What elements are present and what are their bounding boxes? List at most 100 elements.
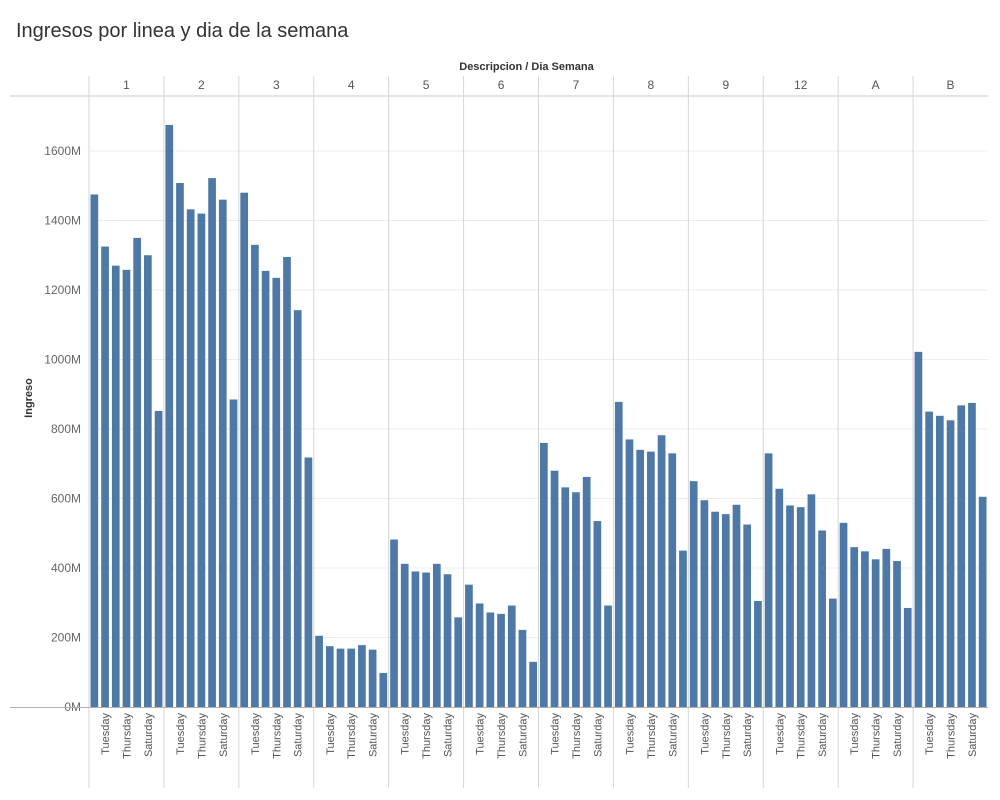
bar-4-friday — [358, 645, 366, 707]
x-tick-label: Tuesday — [475, 713, 487, 755]
bar-1-wednesday — [111, 265, 120, 707]
y-tick-label: 800M — [51, 422, 81, 436]
bar-5-wednesday — [411, 571, 420, 707]
bar-8-friday — [657, 435, 666, 707]
bar-3-friday — [283, 256, 291, 707]
y-tick-label: 1400M — [44, 214, 81, 228]
bar-B-friday — [957, 405, 966, 707]
bar-5-sunday — [454, 617, 463, 707]
x-tick-label: Thursday — [871, 713, 883, 759]
bar-9-saturday — [743, 524, 752, 707]
bar-5-saturday — [443, 574, 452, 707]
x-tick-label: Saturday — [817, 713, 829, 758]
x-tick-label: Thursday — [721, 713, 733, 759]
x-tick-label: Tuesday — [550, 713, 562, 755]
bar-8-sunday — [679, 550, 687, 707]
group-label: 4 — [348, 78, 355, 92]
bar-A-saturday — [893, 561, 901, 707]
bar-3-wednesday — [261, 270, 270, 707]
bar-8-wednesday — [636, 449, 645, 707]
x-tick-label: Tuesday — [325, 713, 337, 755]
x-tick-label: Thursday — [196, 713, 208, 759]
x-tick-label: Saturday — [892, 713, 904, 758]
bar-9-thursday — [721, 514, 730, 707]
bar-4-sunday — [379, 672, 388, 707]
y-tick-label: 600M — [51, 492, 81, 506]
bar-2-friday — [208, 178, 216, 708]
bar-4-monday — [315, 635, 323, 707]
x-tick-label: Tuesday — [924, 713, 936, 755]
x-tick-label: Tuesday — [250, 713, 262, 755]
x-tick-label: Thursday — [346, 713, 358, 759]
group-label: 3 — [273, 78, 280, 92]
bar-7-friday — [582, 476, 591, 707]
x-tick-label: Saturday — [368, 713, 380, 758]
bar-6-sunday — [529, 661, 538, 707]
bar-3-monday — [240, 192, 249, 707]
bar-9-tuesday — [700, 500, 709, 707]
bar-B-monday — [914, 351, 923, 707]
bar-B-tuesday — [925, 411, 933, 707]
bar-4-saturday — [368, 649, 377, 707]
x-tick-label: Thursday — [571, 713, 583, 759]
bar-12-sunday — [828, 598, 837, 707]
header-label: Descripcion / Dia Semana — [459, 61, 594, 73]
y-tick-label: 1200M — [44, 283, 81, 297]
bar-7-tuesday — [550, 470, 559, 707]
bar-B-wednesday — [935, 415, 944, 707]
bar-4-thursday — [347, 648, 356, 707]
group-label: 9 — [722, 78, 729, 92]
group-label: B — [947, 78, 955, 92]
bar-7-saturday — [593, 521, 602, 707]
x-tick-label: Thursday — [271, 713, 283, 759]
bar-5-friday — [432, 563, 441, 707]
x-tick-label: Saturday — [517, 713, 529, 758]
x-tick-label: Saturday — [143, 713, 155, 758]
bar-9-friday — [732, 504, 741, 707]
bar-5-thursday — [422, 572, 430, 707]
bar-12-wednesday — [786, 505, 794, 707]
group-label: 6 — [498, 78, 505, 92]
x-tick-label: Tuesday — [175, 713, 187, 755]
x-tick-label: Saturday — [592, 713, 604, 758]
bar-6-wednesday — [486, 612, 495, 707]
group-label: 5 — [423, 78, 430, 92]
bar-8-thursday — [647, 451, 655, 707]
y-tick-label: 1000M — [44, 353, 81, 367]
x-tick-label: Thursday — [121, 713, 133, 759]
x-tick-label: Tuesday — [774, 713, 786, 755]
bar-9-wednesday — [711, 511, 719, 707]
bar-3-sunday — [304, 457, 313, 707]
bar-3-tuesday — [251, 244, 259, 707]
x-tick-label: Saturday — [967, 713, 979, 758]
bar-1-tuesday — [101, 246, 109, 707]
group-label: 1 — [123, 78, 130, 92]
group-label: 7 — [573, 78, 580, 92]
bar-7-sunday — [604, 605, 612, 707]
bar-12-saturday — [818, 530, 826, 707]
x-tick-label: Tuesday — [699, 713, 711, 755]
bar-7-monday — [539, 442, 548, 707]
group-label: 12 — [794, 78, 808, 92]
bar-2-sunday — [229, 399, 238, 707]
bar-1-sunday — [154, 410, 163, 707]
x-tick-label: Tuesday — [849, 713, 861, 755]
x-tick-label: Saturday — [443, 713, 455, 758]
bar-1-friday — [133, 237, 142, 707]
x-tick-label: Thursday — [496, 713, 508, 759]
bar-A-wednesday — [861, 551, 869, 707]
bar-6-friday — [507, 605, 516, 707]
x-tick-label: Saturday — [218, 713, 230, 758]
bar-A-sunday — [903, 607, 912, 707]
x-tick-label: Saturday — [667, 713, 679, 758]
bar-1-monday — [90, 194, 99, 707]
bar-B-saturday — [968, 402, 976, 707]
group-label: A — [872, 78, 880, 92]
bar-3-saturday — [293, 310, 302, 707]
bar-2-saturday — [218, 199, 227, 707]
bar-2-tuesday — [176, 182, 184, 708]
bar-8-monday — [614, 401, 623, 707]
x-tick-label: Thursday — [646, 713, 658, 759]
bar-2-thursday — [197, 213, 206, 708]
